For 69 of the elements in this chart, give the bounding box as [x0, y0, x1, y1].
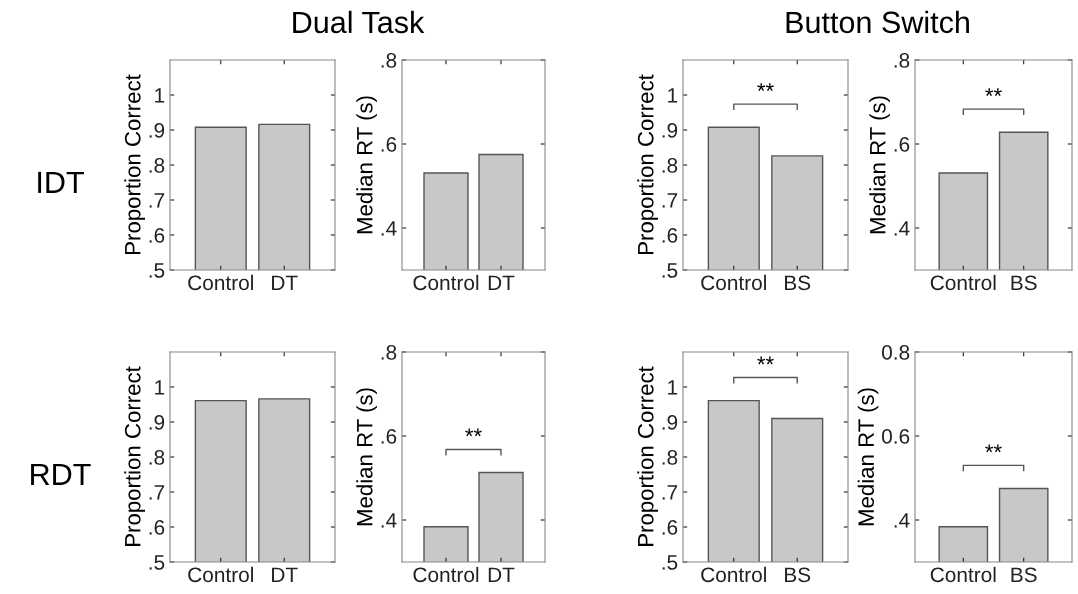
- y-tick-label: .7: [149, 485, 165, 500]
- annotation: **: [757, 83, 774, 91]
- x-tick-label: Control: [413, 274, 479, 291]
- annotation: **: [465, 428, 482, 437]
- y-tick-label: .8: [381, 53, 397, 68]
- y-axis-title: Median RT (s): [857, 388, 879, 526]
- x-tick-label: Control: [188, 274, 253, 291]
- text: RDT: [31, 463, 91, 485]
- y-tick-label: .7: [662, 193, 678, 208]
- y-tick-label: .6: [381, 429, 397, 444]
- y-tick-label: 0.6: [881, 429, 910, 444]
- x-tick-label: DT: [272, 567, 298, 582]
- x-tick-label: Control: [930, 566, 996, 583]
- y-tick-label: .6: [381, 137, 397, 152]
- y-tick-label: .8: [894, 53, 910, 68]
- x-tick-label: Control: [701, 274, 766, 291]
- y-tick-label: .8: [662, 158, 678, 173]
- y-tick-label: 1: [668, 88, 678, 103]
- annotation: **: [985, 444, 1002, 453]
- y-tick-label: .5: [662, 263, 678, 278]
- y-tick-label: .9: [149, 123, 165, 138]
- x-tick-label: BS: [785, 275, 811, 291]
- y-tick-label: .6: [149, 228, 165, 243]
- y-tick-label: .6: [662, 228, 678, 243]
- text: IDT: [38, 171, 84, 193]
- y-tick-label: .8: [149, 158, 165, 173]
- y-tick-label: .5: [149, 555, 165, 570]
- y-tick-label: .7: [149, 193, 165, 208]
- x-tick-label: Control: [701, 566, 766, 583]
- y-tick-label: .6: [894, 137, 910, 152]
- y-tick-label: .4: [381, 221, 397, 236]
- y-tick-label: .6: [662, 520, 678, 535]
- x-tick-label: Control: [930, 274, 996, 291]
- x-tick-label: DT: [488, 567, 515, 582]
- x-tick-label: DT: [272, 275, 298, 290]
- y-tick-label: .4: [894, 513, 910, 528]
- y-axis-title: Proportion Correct: [637, 366, 658, 546]
- chart-title: Dual Task: [293, 10, 425, 34]
- y-axis-title: Median RT (s): [356, 388, 377, 526]
- x-tick-label: BS: [785, 567, 811, 583]
- y-tick-label: 0.8: [881, 345, 910, 360]
- x-tick-label: Control: [413, 566, 479, 583]
- y-tick-label: 1: [668, 380, 678, 395]
- x-tick-label: BS: [1011, 275, 1037, 291]
- y-tick-label: .4: [381, 513, 397, 528]
- x-tick-label: DT: [488, 275, 515, 290]
- y-tick-label: .5: [149, 263, 165, 278]
- y-tick-label: .9: [662, 415, 678, 430]
- y-tick-label: .9: [662, 123, 678, 138]
- chart-title: Button Switch: [786, 10, 969, 34]
- y-axis-title: Proportion Correct: [637, 74, 658, 254]
- y-axis-title: Proportion Correct: [124, 366, 145, 546]
- y-axis-title: Median RT (s): [869, 96, 890, 234]
- y-tick-label: .4: [894, 221, 910, 236]
- y-tick-label: .7: [662, 485, 678, 500]
- x-tick-label: BS: [1011, 567, 1037, 583]
- annotation: **: [757, 356, 774, 365]
- y-tick-label: .5: [662, 555, 678, 570]
- y-tick-label: .9: [149, 415, 165, 430]
- y-tick-label: 1: [155, 380, 165, 395]
- y-tick-label: .8: [662, 450, 678, 465]
- y-tick-label: .8: [149, 450, 165, 465]
- y-tick-label: .8: [381, 345, 397, 360]
- annotation: **: [985, 88, 1002, 96]
- y-axis-title: Median RT (s): [356, 96, 377, 234]
- y-tick-label: 1: [155, 88, 165, 103]
- y-tick-label: .6: [149, 520, 165, 535]
- x-tick-label: Control: [188, 566, 253, 583]
- y-axis-title: Proportion Correct: [124, 74, 145, 254]
